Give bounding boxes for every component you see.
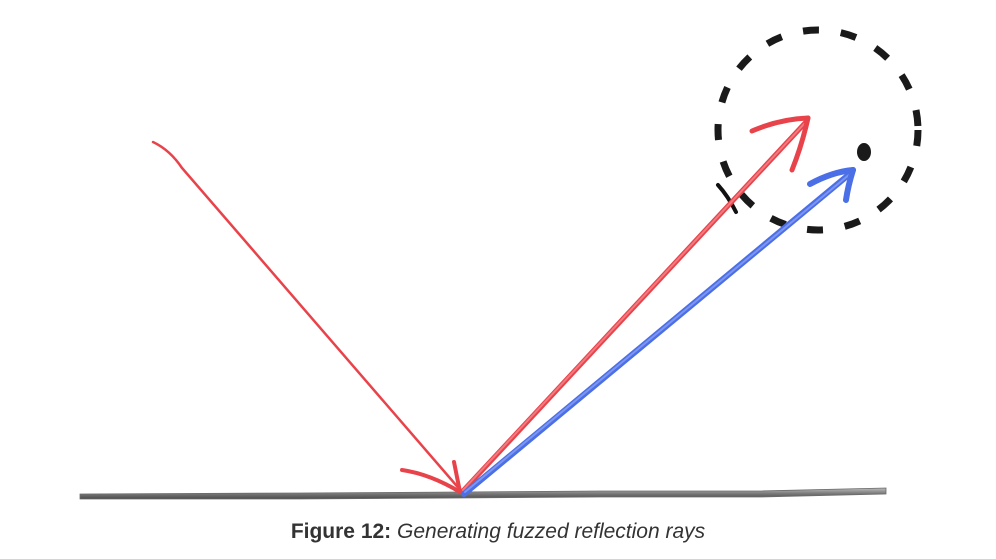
caption-text: Generating fuzzed reflection rays — [397, 520, 706, 543]
surface-line — [79, 487, 887, 500]
incident-ray-arrow — [151, 140, 464, 494]
fuzz-sphere-center-dot — [857, 143, 871, 161]
fuzzed-ray-arrow — [461, 167, 856, 497]
fuzzed-reflection-diagram — [79, 26, 922, 500]
reflected-ray-arrow — [459, 115, 811, 495]
fuzz-sphere — [714, 26, 922, 234]
figure-caption: Figure 12: Generating fuzzed reflection … — [0, 519, 996, 545]
caption-label: Figure 12: — [290, 520, 392, 543]
